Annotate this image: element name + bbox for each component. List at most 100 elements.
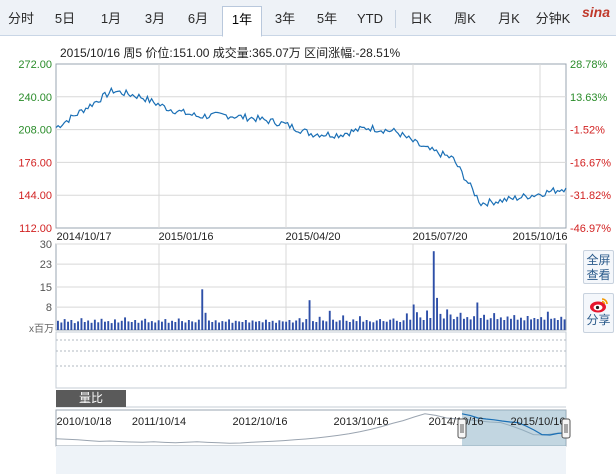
volume-bar	[255, 321, 257, 330]
volume-bar	[134, 320, 137, 330]
volume-bar	[77, 321, 79, 330]
navigator-x-tick-label: 2011/10/14	[132, 416, 186, 428]
volume-y-tick-label: 30	[40, 239, 52, 251]
tab-intraday[interactable]: 分时	[7, 11, 34, 26]
volume-series	[57, 251, 566, 330]
volume-unit-label: x百万	[29, 323, 54, 335]
lower-panel-frame	[55, 331, 567, 389]
volume-bar	[83, 322, 86, 330]
price-y-tick-label: 176.00	[18, 157, 52, 169]
share-button[interactable]: 分享	[583, 293, 614, 333]
volume-bar	[526, 316, 529, 330]
percent-y-tick-label: -1.52%	[570, 125, 605, 137]
volume-bar	[503, 320, 506, 330]
volume-bar	[506, 316, 509, 330]
volume-bar	[466, 317, 469, 330]
volume-bar	[479, 318, 482, 330]
volume-bar	[338, 320, 341, 330]
volume-bar	[258, 321, 261, 330]
volume-bar	[110, 323, 113, 330]
volume-bar	[342, 315, 345, 330]
volume-ratio-tab[interactable]: 量比	[56, 390, 126, 407]
volume-y-tick-label: 8	[46, 302, 52, 314]
volume-bar	[221, 321, 224, 330]
volume-bar	[516, 319, 519, 330]
volume-bar	[208, 320, 210, 330]
volume-bar	[550, 318, 553, 330]
volume-bar	[540, 317, 543, 330]
volume-bar	[496, 319, 499, 330]
navigator-footer	[56, 446, 566, 474]
volume-bar	[181, 321, 183, 330]
price-y-tick-label: 208.00	[18, 125, 52, 137]
volume-bar	[150, 321, 153, 330]
navigator-drag-handle[interactable]	[561, 418, 571, 439]
tab-1-month[interactable]: 1月	[100, 11, 122, 26]
volume-bar	[57, 320, 59, 330]
volume-bar	[117, 322, 120, 330]
volume-bar	[473, 316, 475, 330]
price-x-tick-label: 2015/01/16	[158, 231, 213, 243]
lower-panel-grid	[55, 331, 567, 408]
volume-grid	[55, 243, 567, 331]
tab-3-month[interactable]: 3月	[144, 11, 166, 26]
tab-daily-k[interactable]: 日K	[410, 11, 432, 26]
volume-bar	[248, 322, 251, 330]
tab-3-year[interactable]: 3年	[274, 11, 296, 26]
volume-bar	[100, 318, 103, 330]
range-navigator[interactable]: 2010/10/18 2011/10/14 2012/10/16 2013/10/16…	[55, 409, 571, 447]
volume-bar	[499, 317, 502, 330]
navigator-drag-handle[interactable]	[457, 418, 467, 439]
tab-6-month[interactable]: 6月	[187, 11, 209, 26]
volume-bar	[171, 320, 173, 330]
tab-5-year[interactable]: 5年	[316, 11, 338, 26]
tab-1-year[interactable]: 1年	[222, 6, 262, 37]
volume-bar	[422, 320, 425, 330]
volume-bar	[214, 320, 217, 330]
volume-bar	[399, 322, 402, 330]
tab-weekly-k[interactable]: 周K	[454, 11, 476, 26]
volume-bar	[459, 312, 462, 330]
volume-bar	[563, 319, 566, 330]
volume-y-tick-label: 15	[40, 282, 52, 294]
volume-bar	[510, 318, 512, 330]
tab-ytd[interactable]: YTD	[357, 11, 383, 26]
volume-bar	[124, 317, 126, 330]
volume-bar	[194, 322, 197, 330]
volume-bar	[204, 312, 207, 330]
volume-bar	[315, 322, 318, 330]
volume-bar	[288, 320, 291, 330]
volume-bar	[560, 316, 563, 330]
volume-bar	[446, 309, 449, 330]
price-series	[55, 86, 567, 207]
volume-bar	[211, 322, 214, 330]
volume-bar	[469, 319, 472, 330]
volume-bar	[362, 321, 365, 330]
tab-minute-k[interactable]: 分钟K	[535, 11, 571, 26]
volume-bar	[137, 322, 140, 330]
volume-bar	[379, 319, 381, 330]
volume-bar	[265, 319, 267, 330]
volume-bar	[104, 321, 106, 330]
volume-bar	[147, 322, 150, 330]
tab-5-day[interactable]: 5日	[54, 11, 76, 26]
volume-bar	[402, 320, 405, 330]
volume-bar	[426, 310, 428, 330]
volume-bar	[167, 322, 170, 330]
volume-bar	[429, 318, 432, 330]
tab-monthly-k[interactable]: 月K	[498, 11, 520, 26]
volume-bar	[419, 317, 422, 330]
volume-bar	[436, 297, 438, 330]
percent-y-tick-label: 28.78%	[570, 59, 608, 71]
volume-bar	[244, 320, 247, 330]
volume-bar	[228, 319, 230, 330]
volume-bar	[359, 316, 361, 330]
volume-bar	[355, 321, 358, 330]
volume-bar	[345, 320, 348, 330]
volume-bar	[328, 310, 331, 330]
volume-bar	[483, 314, 485, 330]
fullscreen-button[interactable]: 全屏 查看	[583, 250, 614, 284]
volume-bar	[520, 317, 522, 330]
volume-bar	[308, 300, 311, 330]
price-x-tick-label: 2015/07/20	[412, 231, 467, 243]
